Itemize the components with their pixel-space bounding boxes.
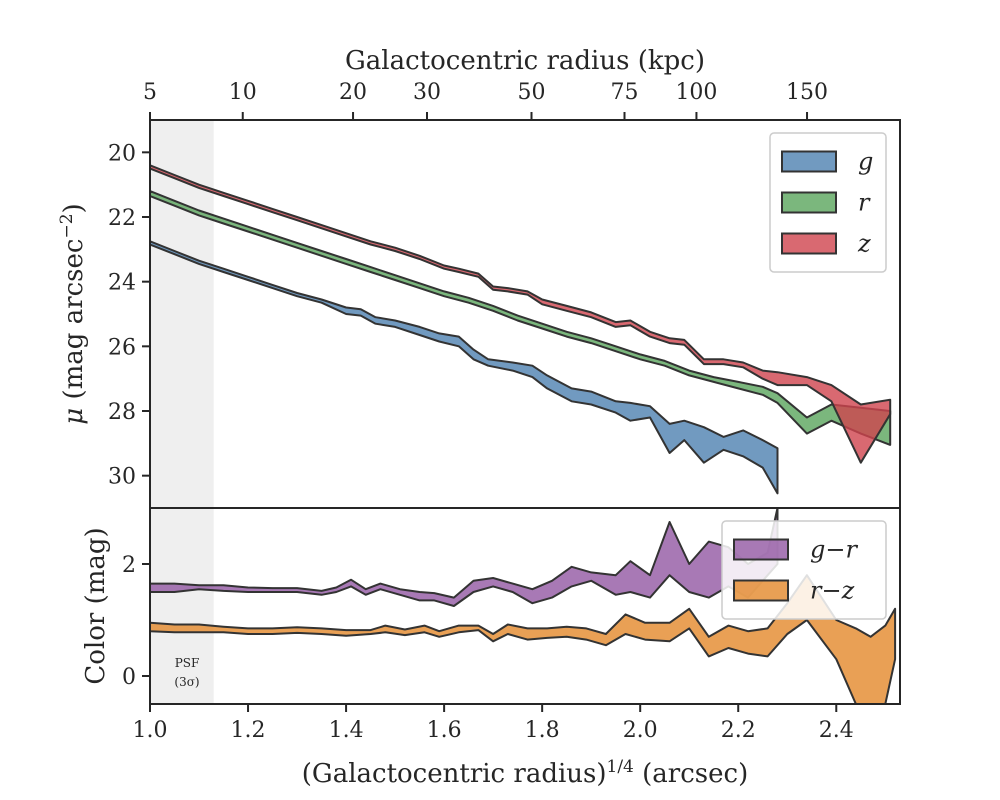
psf-region-bottom bbox=[150, 508, 214, 704]
band-g-minus-r bbox=[150, 508, 779, 607]
legend-swatch-r bbox=[781, 191, 837, 214]
top-y-tick-label: 26 bbox=[108, 335, 136, 360]
bottom-y-tick-label: 0 bbox=[122, 665, 136, 690]
bottom-x-ticks: 1.0 1.2 1.4 1.6 1.8 2.0 2.2 2.4 bbox=[133, 704, 854, 743]
x-tick-label: 1.2 bbox=[231, 718, 266, 743]
legend-swatch-r-minus-z bbox=[733, 579, 789, 602]
psf-label-line2: (3σ) bbox=[174, 675, 199, 689]
bottom-y-axis-label: Color (mag) bbox=[81, 527, 111, 684]
band-z bbox=[150, 164, 892, 464]
secondary-x-tick-label: 20 bbox=[339, 80, 367, 105]
psf-region-top bbox=[150, 120, 214, 508]
secondary-x-tick-label: 50 bbox=[518, 80, 546, 105]
bottom-axes-frame bbox=[149, 507, 901, 705]
legend-label-g: g bbox=[858, 148, 873, 176]
x-tick-label: 1.6 bbox=[427, 718, 462, 743]
top-y-tick-label: 20 bbox=[108, 141, 136, 166]
x-tick-label: 1.4 bbox=[329, 718, 364, 743]
bottom-y-ticks: 02 bbox=[122, 553, 150, 690]
surface-brightness-bands bbox=[150, 164, 892, 495]
legend-label-r-minus-z: r−z bbox=[810, 577, 855, 605]
legend-swatch-g-minus-r bbox=[733, 538, 789, 561]
x-axis-label: (Galactocentric radius)1/4 (arcsec) bbox=[302, 757, 748, 789]
band-r-minus-z bbox=[150, 574, 897, 704]
legend-swatch-z bbox=[781, 232, 837, 255]
top-y-tick-label: 24 bbox=[108, 271, 136, 296]
secondary-x-axis-label: Galactocentric radius (kpc) bbox=[345, 46, 705, 76]
top-y-tick-label: 28 bbox=[108, 400, 136, 425]
band-g bbox=[150, 240, 779, 495]
top-secondary-x-ticks: 5 10 20 30 50 75 100 150 bbox=[143, 80, 828, 120]
top-y-tick-label: 30 bbox=[108, 465, 136, 490]
top-y-tick-label: 22 bbox=[108, 206, 136, 231]
top-y-ticks: 20 22 24 26 28 30 bbox=[108, 141, 150, 490]
legend-label-r: r bbox=[858, 189, 871, 217]
legend-top: grz bbox=[769, 132, 887, 273]
x-tick-label: 1.8 bbox=[525, 718, 560, 743]
x-tick-label: 1.0 bbox=[133, 718, 168, 743]
legend-bottom: g−r r−z bbox=[721, 520, 887, 620]
top-y-axis-label: μ (mag arcsec−2) bbox=[57, 203, 89, 424]
secondary-x-tick-label: 150 bbox=[786, 80, 828, 105]
x-tick-label: 2.4 bbox=[819, 718, 854, 743]
x-tick-label: 2.0 bbox=[623, 718, 658, 743]
legend-swatch-g bbox=[781, 150, 837, 173]
legend-box bbox=[721, 520, 887, 620]
secondary-x-tick-label: 30 bbox=[413, 80, 441, 105]
psf-label-line1: PSF bbox=[175, 656, 200, 670]
secondary-x-tick-label: 100 bbox=[675, 80, 717, 105]
bottom-y-tick-label: 2 bbox=[122, 553, 136, 578]
legend-label-g-minus-r: g−r bbox=[810, 536, 858, 564]
secondary-x-tick-label: 10 bbox=[229, 80, 257, 105]
secondary-x-tick-label: 5 bbox=[143, 80, 157, 105]
legend-label-z: z bbox=[857, 230, 871, 258]
band-r bbox=[150, 190, 892, 446]
secondary-x-tick-label: 75 bbox=[611, 80, 639, 105]
x-tick-label: 2.2 bbox=[721, 718, 756, 743]
